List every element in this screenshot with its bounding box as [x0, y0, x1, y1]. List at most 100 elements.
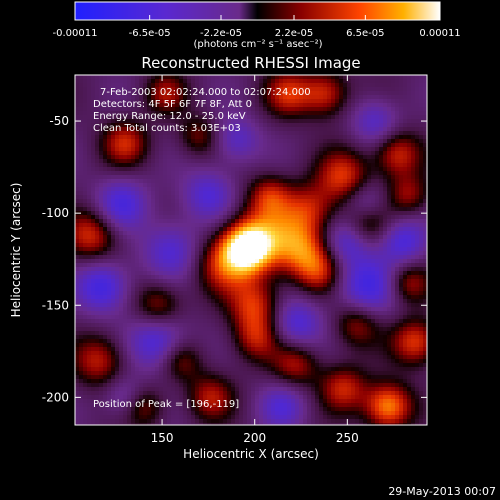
heatmap-cell: [215, 167, 219, 171]
heatmap-cell: [139, 283, 143, 287]
heatmap-cell: [259, 267, 263, 271]
heatmap-cell: [211, 283, 215, 287]
heatmap-cell: [331, 171, 335, 175]
heatmap-cell: [403, 183, 407, 187]
heatmap-cell: [399, 295, 403, 299]
heatmap-cell: [151, 187, 155, 191]
heatmap-cell: [375, 295, 379, 299]
heatmap-cell: [111, 127, 115, 131]
heatmap-cell: [299, 147, 303, 151]
heatmap-cell: [179, 275, 183, 279]
heatmap-cell: [163, 259, 167, 263]
heatmap-cell: [403, 239, 407, 243]
heatmap-cell: [203, 247, 207, 251]
heatmap-cell: [271, 107, 275, 111]
heatmap-cell: [311, 275, 315, 279]
heatmap-cell: [255, 275, 259, 279]
heatmap-cell: [271, 143, 275, 147]
heatmap-cell: [347, 199, 351, 203]
heatmap-cell: [215, 147, 219, 151]
heatmap-cell: [203, 183, 207, 187]
heatmap-cell: [319, 119, 323, 123]
heatmap-cell: [107, 171, 111, 175]
heatmap-cell: [159, 95, 163, 99]
heatmap-cell: [127, 283, 131, 287]
heatmap-cell: [131, 175, 135, 179]
heatmap-cell: [275, 263, 279, 267]
heatmap-cell: [99, 131, 103, 135]
heatmap-cell: [151, 83, 155, 87]
heatmap-cell: [339, 211, 343, 215]
heatmap-cell: [343, 171, 347, 175]
heatmap-cell: [335, 259, 339, 263]
heatmap-cell: [155, 283, 159, 287]
heatmap-cell: [423, 287, 427, 291]
heatmap-cell: [199, 223, 203, 227]
heatmap-cell: [155, 79, 159, 83]
heatmap-cell: [411, 179, 415, 183]
heatmap-cell: [79, 103, 83, 107]
heatmap-cell: [295, 231, 299, 235]
heatmap-cell: [407, 131, 411, 135]
heatmap-cell: [211, 131, 215, 135]
heatmap-cell: [211, 223, 215, 227]
heatmap-cell: [87, 91, 91, 95]
heatmap-cell: [159, 175, 163, 179]
heatmap-cell: [191, 99, 195, 103]
heatmap-cell: [419, 179, 423, 183]
heatmap-cell: [263, 251, 267, 255]
heatmap-cell: [139, 251, 143, 255]
heatmap-cell: [159, 167, 163, 171]
heatmap-cell: [179, 283, 183, 287]
heatmap-cell: [403, 251, 407, 255]
heatmap-cell: [235, 279, 239, 283]
heatmap-cell: [87, 151, 91, 155]
heatmap-cell: [367, 171, 371, 175]
heatmap-cell: [287, 175, 291, 179]
heatmap-cell: [355, 139, 359, 143]
heatmap-cell: [207, 295, 211, 299]
heatmap-cell: [235, 159, 239, 163]
heatmap-cell: [363, 203, 367, 207]
heatmap-cell: [271, 151, 275, 155]
heatmap-cell: [391, 151, 395, 155]
colorbar-tick-label: -0.00011: [53, 28, 98, 39]
heatmap-cell: [307, 155, 311, 159]
heatmap-cell: [203, 175, 207, 179]
heatmap-cell: [191, 195, 195, 199]
heatmap-cell: [111, 75, 115, 79]
heatmap-cell: [327, 175, 331, 179]
heatmap-cell: [371, 291, 375, 295]
heatmap-cell: [411, 139, 415, 143]
heatmap-cell: [203, 115, 207, 119]
heatmap-cell: [411, 267, 415, 271]
heatmap-cell: [247, 79, 251, 83]
heatmap-cell: [319, 247, 323, 251]
heatmap-cell: [115, 139, 119, 143]
heatmap-cell: [199, 299, 203, 303]
heatmap-cell: [331, 259, 335, 263]
heatmap-cell: [75, 231, 79, 235]
heatmap-cell: [395, 111, 399, 115]
heatmap-cell: [263, 199, 267, 203]
heatmap-cell: [399, 291, 403, 295]
heatmap-cell: [403, 267, 407, 271]
heatmap-cell: [311, 195, 315, 199]
heatmap-cell: [367, 203, 371, 207]
heatmap-cell: [111, 195, 115, 199]
heatmap-cell: [391, 135, 395, 139]
heatmap-cell: [399, 159, 403, 163]
heatmap-cell: [303, 239, 307, 243]
heatmap-cell: [359, 195, 363, 199]
heatmap-cell: [279, 271, 283, 275]
heatmap-cell: [351, 167, 355, 171]
heatmap-cell: [271, 263, 275, 267]
heatmap-cell: [315, 263, 319, 267]
heatmap-cell: [347, 275, 351, 279]
heatmap-cell: [299, 127, 303, 131]
heatmap-cell: [199, 163, 203, 167]
heatmap-cell: [391, 131, 395, 135]
heatmap-cell: [415, 271, 419, 275]
heatmap-cell: [207, 147, 211, 151]
heatmap-cell: [399, 79, 403, 83]
